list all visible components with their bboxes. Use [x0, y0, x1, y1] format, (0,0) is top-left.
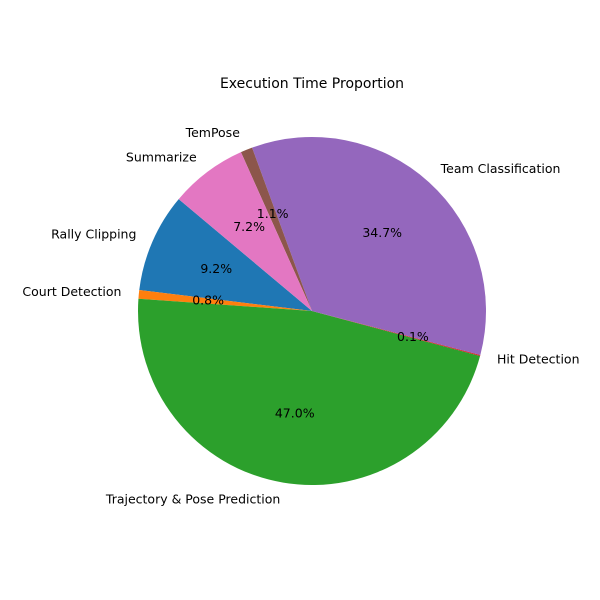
- slice-percent-label: 1.1%: [257, 206, 289, 221]
- slice-percent-label: 0.1%: [397, 329, 429, 344]
- pie-slice-tempose: [240, 147, 312, 311]
- slice-percent-label: 47.0%: [275, 405, 315, 420]
- pie-labels: Rally Clipping 9.2% Court Detection 0.8% Tra…: [22, 125, 579, 506]
- slice-label: Hit Detection: [497, 351, 579, 366]
- pie-slice-hit-detection: [312, 311, 481, 357]
- pie-slice-rally-clipping: [139, 199, 312, 311]
- pie-slice-team-classification: [252, 136, 486, 355]
- slice-percent-label: 7.2%: [233, 219, 265, 234]
- slice-percent-label: 0.8%: [192, 293, 224, 308]
- chart-title: Execution Time Proportion: [220, 76, 404, 92]
- pie-slice-court-detection: [138, 290, 312, 311]
- slice-label: Trajectory & Pose Prediction: [105, 491, 280, 506]
- pie-slice-trajectory-pose-prediction: [137, 298, 481, 486]
- slice-label: Court Detection: [22, 284, 121, 299]
- slice-percent-label: 34.7%: [362, 225, 402, 240]
- slice-label: TemPose: [185, 125, 241, 140]
- slice-label: Rally Clipping: [51, 226, 136, 241]
- slice-label: Team Classification: [440, 161, 561, 176]
- slice-label: Summarize: [126, 150, 197, 165]
- slice-percent-label: 9.2%: [200, 261, 232, 276]
- pie-slices: [137, 136, 486, 486]
- pie-slice-summarize: [178, 152, 312, 311]
